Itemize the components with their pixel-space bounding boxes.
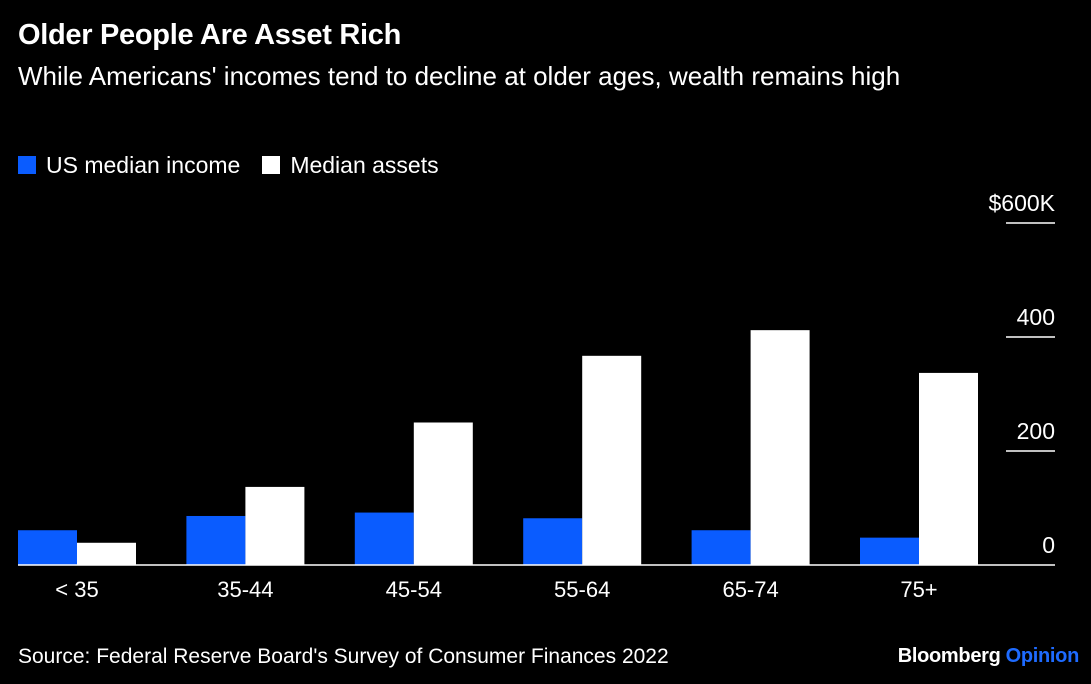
bar-income-3 xyxy=(523,518,583,565)
bar-income-1 xyxy=(186,515,246,565)
x-tick-label: 35-44 xyxy=(217,577,273,602)
bar-income-4 xyxy=(691,530,751,565)
bar-income-5 xyxy=(860,537,919,565)
bar-assets-2 xyxy=(413,422,473,565)
chart-subtitle: While Americans' incomes tend to decline… xyxy=(18,61,901,91)
bar-assets-1 xyxy=(245,486,305,565)
bar-assets-5 xyxy=(919,372,978,565)
legend-item-income: US median income xyxy=(18,152,240,179)
legend: US median income Median assets xyxy=(18,150,461,180)
x-tick-label: 55-64 xyxy=(554,577,610,602)
x-tick-label: < 35 xyxy=(55,577,98,602)
brand-name: Bloomberg xyxy=(897,645,1001,667)
chart-title: Older People Are Asset Rich xyxy=(18,19,401,51)
x-tick-label: 45-54 xyxy=(386,577,442,602)
bar-income-0 xyxy=(18,530,77,565)
legend-label-assets: Median assets xyxy=(290,151,439,178)
legend-swatch-income xyxy=(18,156,36,174)
y-tick-label: 200 xyxy=(1017,418,1055,444)
brand-accent: Opinion xyxy=(1005,645,1080,667)
bar-assets-4 xyxy=(750,330,810,565)
bar-assets-3 xyxy=(582,355,642,565)
y-tick-label: $600K xyxy=(988,190,1055,216)
source-note: Source: Federal Reserve Board's Survey o… xyxy=(18,645,669,668)
x-tick-label: 75+ xyxy=(900,577,937,602)
bar-assets-0 xyxy=(77,542,136,565)
x-tick-label: 65-74 xyxy=(722,577,778,602)
brand-logo: Bloomberg Opinion xyxy=(897,642,1080,670)
legend-label-income: US median income xyxy=(46,151,241,178)
y-tick-label: 400 xyxy=(1017,304,1055,330)
legend-swatch-assets xyxy=(262,156,281,174)
y-tick-label: 0 xyxy=(1042,532,1055,558)
bar-income-2 xyxy=(354,512,414,565)
legend-item-assets: Median assets xyxy=(262,151,439,179)
